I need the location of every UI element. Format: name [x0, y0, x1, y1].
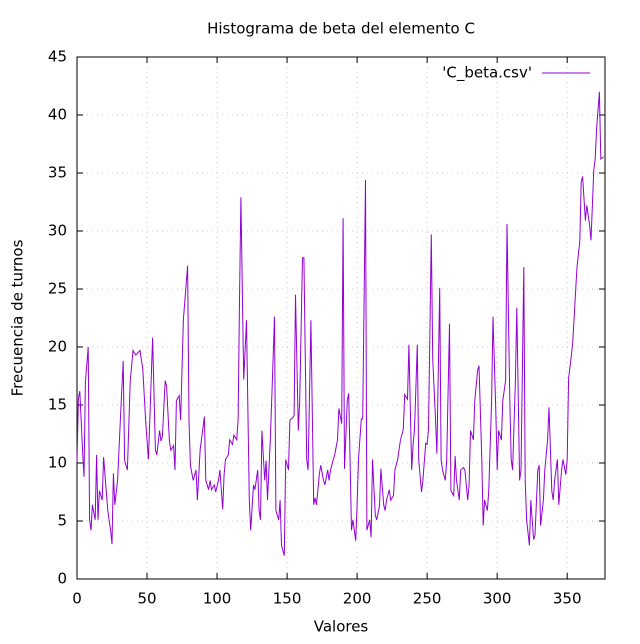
- x-axis-label: Valores: [314, 618, 369, 636]
- x-tick-label: 350: [553, 590, 582, 608]
- y-tick-label: 15: [48, 396, 67, 414]
- data-line: [76, 91, 604, 556]
- legend-label: 'C_beta.csv': [442, 64, 532, 83]
- x-tick-label: 200: [343, 590, 372, 608]
- y-tick-label: 35: [48, 164, 67, 182]
- y-tick-label: 30: [48, 222, 67, 240]
- y-tick-label: 20: [48, 338, 67, 356]
- y-tick-label: 25: [48, 280, 67, 298]
- y-tick-label: 5: [57, 512, 67, 530]
- x-tick-label: 0: [72, 590, 82, 608]
- x-tick-label: 250: [413, 590, 442, 608]
- chart-title: Histograma de beta del elemento C: [207, 20, 475, 38]
- y-axis-label: Frecuencia de turnos: [9, 239, 27, 396]
- y-tick-label: 10: [48, 454, 67, 472]
- y-tick-label: 0: [57, 570, 67, 588]
- x-tick-label: 150: [273, 590, 302, 608]
- plot-border: [76, 56, 606, 580]
- x-tick-label: 50: [137, 590, 156, 608]
- x-tick-label: 300: [483, 590, 512, 608]
- x-tick-label: 100: [203, 590, 232, 608]
- y-tick-label: 45: [48, 48, 67, 66]
- y-tick-label: 40: [48, 106, 67, 124]
